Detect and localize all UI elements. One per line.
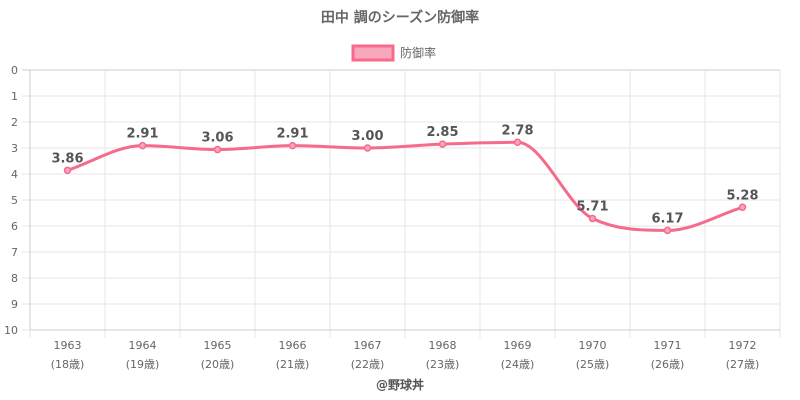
data-point[interactable]	[438, 140, 447, 148]
y-tick-label: 0	[11, 64, 18, 77]
y-tick-label: 6	[11, 220, 18, 233]
x-tick-label: 1968	[429, 339, 457, 352]
data-point[interactable]	[288, 141, 297, 150]
data-label: 5.28	[726, 188, 758, 203]
data-label: 3.00	[351, 129, 383, 144]
x-tick-sublabel: (20歳)	[201, 358, 235, 371]
y-tick-label: 8	[11, 272, 18, 285]
x-tick-sublabel: (22歳)	[351, 358, 385, 371]
x-tick-sublabel: (18歳)	[51, 358, 85, 371]
x-tick-label: 1964	[129, 339, 157, 352]
y-tick-label: 3	[11, 142, 18, 155]
x-tick-sublabel: (21歳)	[276, 358, 310, 371]
x-tick-sublabel: (23歳)	[426, 358, 460, 371]
x-tick-sublabel: (26歳)	[651, 358, 685, 371]
data-label: 3.86	[51, 151, 83, 166]
data-label: 2.85	[426, 125, 458, 140]
data-label: 2.91	[276, 127, 308, 142]
data-labels: 3.86 2.91 3.06 2.91 3.00 2.85 2.78 5.71 6.17 5.28	[51, 123, 758, 226]
x-tick-label: 1969	[504, 339, 532, 352]
data-point[interactable]	[663, 226, 672, 235]
source-credit: @野球丼	[376, 377, 424, 392]
gridlines	[22, 69, 781, 338]
y-tick-label: 1	[11, 90, 18, 103]
data-point[interactable]	[588, 214, 597, 223]
data-point[interactable]	[738, 203, 747, 212]
data-label: 3.06	[201, 131, 233, 146]
data-label: 2.78	[501, 123, 533, 138]
data-label: 2.91	[126, 127, 158, 142]
x-tick-sublabel: (27歳)	[726, 358, 760, 371]
y-tick-label: 9	[11, 298, 18, 311]
legend-swatch	[351, 44, 395, 62]
x-tick-sublabel: (19歳)	[126, 358, 160, 371]
y-tick-label: 5	[11, 194, 18, 207]
data-points	[63, 138, 747, 235]
x-tick-label: 1967	[354, 339, 382, 352]
x-tick-sublabel: (25歳)	[576, 358, 610, 371]
data-point[interactable]	[513, 138, 522, 147]
chart-title: 田中 調のシーズン防御率	[321, 9, 479, 26]
x-tick-label: 1966	[279, 339, 307, 352]
y-tick-label: 4	[11, 168, 18, 181]
data-label: 5.71	[576, 199, 608, 214]
series-line-era	[67, 140, 743, 232]
legend-label: 防御率	[400, 45, 436, 60]
y-tick-label: 2	[11, 116, 18, 129]
legend[interactable]: 防御率	[351, 44, 436, 62]
data-point[interactable]	[63, 166, 72, 175]
data-point[interactable]	[138, 141, 147, 150]
y-tick-label: 10	[4, 324, 18, 337]
y-axis-ticks: 0 1 2 3 4 5 6 7 8 9 10	[4, 64, 18, 337]
x-tick-label: 1963	[54, 339, 82, 352]
data-label: 6.17	[651, 211, 683, 226]
x-tick-label: 1971	[654, 339, 682, 352]
x-tick-sublabel: (24歳)	[501, 358, 535, 371]
data-point[interactable]	[213, 145, 222, 154]
x-axis-ticks: 1963 (18歳) 1964 (19歳) 1965 (20歳) 1966 (21歳) 1967…	[51, 339, 760, 371]
data-point[interactable]	[363, 144, 372, 152]
x-tick-label: 1965	[204, 339, 232, 352]
x-tick-label: 1972	[729, 339, 757, 352]
y-tick-label: 7	[11, 246, 18, 259]
x-tick-label: 1970	[579, 339, 607, 352]
